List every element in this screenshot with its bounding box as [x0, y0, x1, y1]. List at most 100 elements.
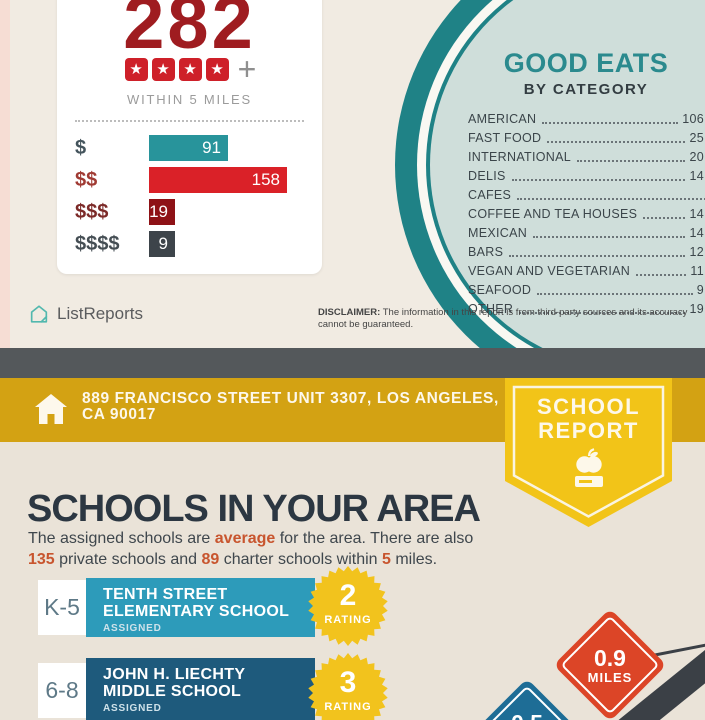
apple-book-icon — [505, 448, 672, 499]
category-value: 14 — [689, 207, 704, 221]
category-row: AMERICAN 106 — [468, 109, 704, 128]
price-tier-label: $$$$ — [75, 232, 120, 255]
distance-sign-clipped: 0.5 — [470, 678, 584, 720]
school-row-elementary: TENTH STREET ELEMENTARY SCHOOL ASSIGNED — [86, 578, 315, 637]
restaurants-section: GOOD EATS BY CATEGORY AMERICAN 106 FAST FO… — [0, 0, 705, 348]
grade-range: K-5 — [44, 594, 80, 620]
good-eats-panel: GOOD EATS BY CATEGORY AMERICAN 106 FAST FO… — [468, 48, 705, 318]
dotted-leader — [519, 312, 686, 314]
intro-segment: charter schools within — [219, 551, 382, 568]
price-bar: 19 — [149, 199, 175, 225]
star-icon: ★ — [124, 58, 148, 81]
dotted-leader — [511, 179, 686, 181]
dotted-leader — [537, 293, 693, 295]
intro-segment: 135 — [28, 551, 55, 568]
price-tier-label: $$$ — [75, 200, 109, 223]
dotted-leader — [643, 217, 686, 219]
category-row: OTHER 19 — [468, 299, 704, 318]
price-bar: 91 — [149, 135, 228, 161]
category-label: FAST FOOD — [468, 131, 542, 145]
category-row: COFFEE AND TEA HOUSES 14 — [468, 204, 704, 223]
category-value: 14 — [689, 169, 704, 183]
assigned-tag: ASSIGNED — [103, 623, 162, 634]
dotted-leader — [636, 274, 687, 276]
star-icon: ★ — [178, 58, 202, 81]
rating-badge: 2 RATING — [308, 566, 388, 646]
ribbon-line2: REPORT — [538, 418, 639, 443]
good-eats-circle-fill — [430, 0, 705, 348]
property-address: 889 FRANCISCO STREET UNIT 3307, LOS ANGE… — [82, 390, 499, 423]
dotted-leader — [576, 160, 686, 162]
brand-name: ListReports — [57, 304, 143, 323]
distance-sign-miles: 0.9 MILES — [553, 608, 667, 720]
category-label: BARS — [468, 245, 504, 259]
category-row: SEAFOOD 9 — [468, 280, 704, 299]
plus-icon: + — [237, 51, 257, 87]
disclaimer-text: The information in this report is from t… — [318, 307, 688, 330]
assigned-tag: ASSIGNED — [103, 703, 162, 714]
category-row: VEGAN AND VEGETARIAN 11 — [468, 261, 704, 280]
category-value: 9 — [696, 283, 704, 297]
price-bar-value: 91 — [202, 138, 221, 157]
intro-segment: for the area. There are also — [275, 530, 474, 547]
category-label: MEXICAN — [468, 226, 528, 240]
category-label: INTERNATIONAL — [468, 150, 571, 164]
school-name-line2: MIDDLE SCHOOL — [103, 683, 242, 700]
price-bar-chart: $91 $$ 158 $$$ 19 $$$$ 9 — [57, 135, 322, 263]
dotted-leader — [547, 141, 686, 143]
intro-segment: average — [214, 530, 276, 547]
category-row: FAST FOOD 25 — [468, 128, 704, 147]
price-tier-label: $ — [75, 136, 87, 159]
category-list: AMERICAN 106 FAST FOOD 25 INTERNATIONAL 20 DEL… — [468, 109, 705, 318]
within-label: WITHIN 5 MILES — [127, 92, 252, 107]
restaurant-total: 282 — [123, 0, 256, 64]
category-label: DELIS — [468, 169, 506, 183]
category-label: SEAFOOD — [468, 283, 532, 297]
price-bar: 158 — [149, 167, 287, 193]
school-name-line1: TENTH STREET — [103, 586, 228, 603]
category-value: 14 — [689, 226, 704, 240]
category-value: 25 — [689, 131, 704, 145]
dotted-leader — [533, 236, 686, 238]
house-icon — [35, 394, 67, 424]
category-row: BARS 12 — [468, 242, 704, 261]
price-bar-value: 158 — [251, 170, 280, 189]
intro-segment: private schools and — [54, 551, 202, 568]
category-label: OTHER — [468, 302, 514, 316]
school-row-middle: JOHN H. LIECHTY MIDDLE SCHOOL ASSIGNED — [86, 658, 315, 720]
dotted-leader — [542, 122, 679, 124]
category-label: CAFES — [468, 188, 512, 202]
disclaimer-label: DISCLAIMER: — [318, 307, 381, 318]
price-tier-label: $$ — [75, 168, 98, 191]
category-value: 11 — [690, 264, 704, 278]
dotted-leader — [509, 255, 686, 257]
price-bar-value: 19 — [149, 202, 168, 221]
grade-range-box: 6-8 — [38, 663, 86, 718]
price-bar-row: $$$ 19 — [57, 199, 322, 225]
star-icon: ★ — [205, 58, 229, 81]
category-label: VEGAN AND VEGETARIAN — [468, 264, 631, 278]
grade-range: 6-8 — [45, 677, 79, 703]
price-bar-row: $$$$ 9 — [57, 231, 322, 257]
rating-value: 2 — [339, 579, 357, 612]
schools-heading: SCHOOLS IN YOUR AREA — [27, 488, 481, 531]
price-bar: 9 — [149, 231, 175, 257]
school-report-ribbon: SCHOOL REPORT — [505, 378, 672, 528]
distance-value: 0.9 — [594, 644, 626, 671]
home-logo-icon — [30, 305, 48, 323]
price-bar-row: $$ 158 — [57, 167, 322, 193]
intro-segment: 89 — [201, 551, 220, 568]
schools-intro: The assigned schools are average for the… — [28, 528, 483, 570]
category-value: 19 — [689, 302, 704, 316]
category-value: 20 — [689, 150, 704, 164]
good-eats-title: GOOD EATS — [503, 48, 669, 78]
left-edge-strip — [0, 0, 10, 348]
listreports-logo: ListReports — [28, 303, 143, 325]
category-label: AMERICAN — [468, 112, 537, 126]
category-row: INTERNATIONAL 20 — [468, 147, 704, 166]
dotted-leader — [517, 198, 705, 200]
grade-range-box: K-5 — [38, 580, 86, 635]
distance-value: 0.5 — [511, 710, 543, 720]
school-name-line1: JOHN H. LIECHTY — [103, 666, 246, 683]
